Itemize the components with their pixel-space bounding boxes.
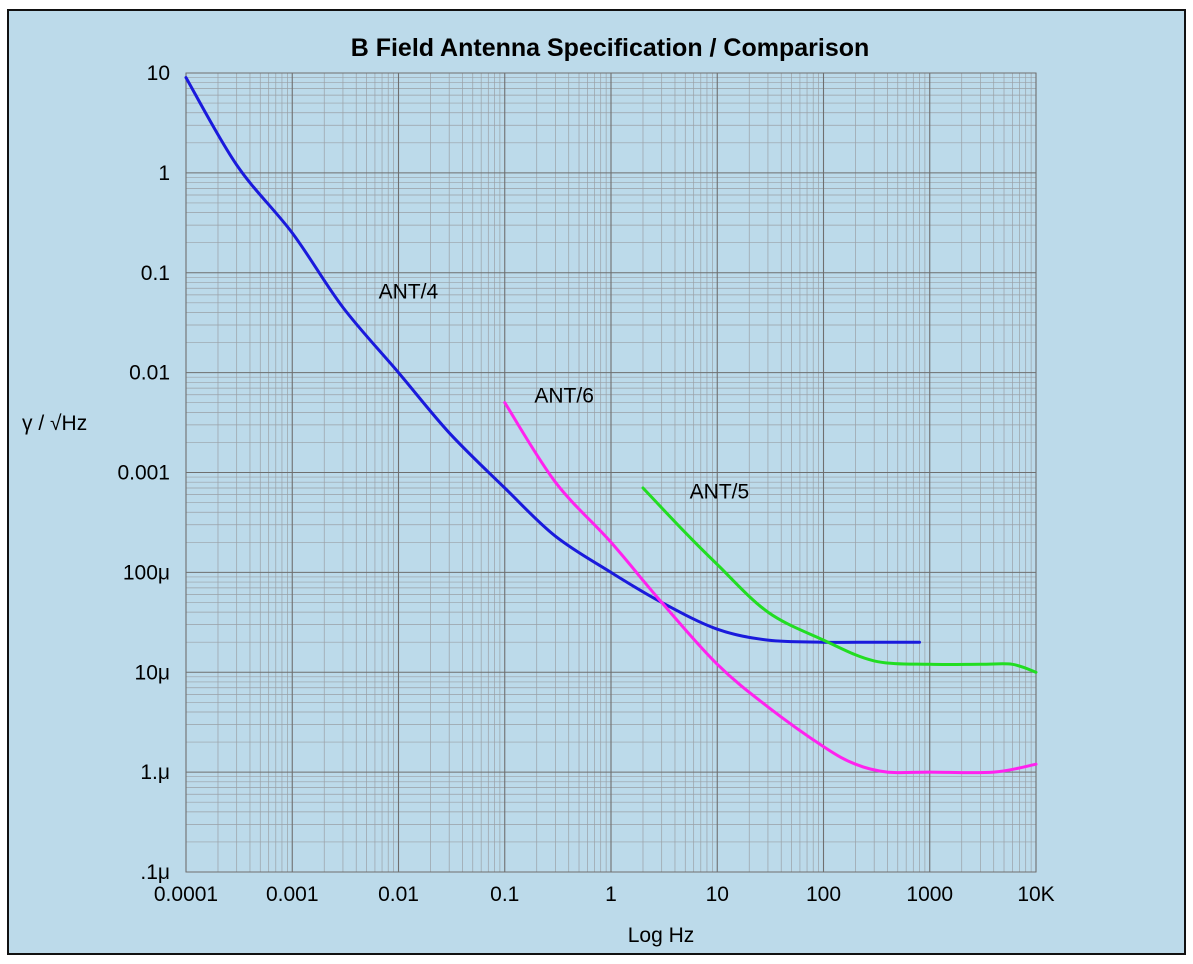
series-line-ant-6 bbox=[503, 401, 1038, 775]
chart-frame: B Field Antenna Specification / Comparis… bbox=[7, 9, 1186, 955]
x-tick-label: 100 bbox=[806, 883, 841, 906]
x-tick-label: 1000 bbox=[906, 883, 953, 906]
y-tick-label: 0.1 bbox=[141, 262, 170, 285]
series-annotation: ANT/4 bbox=[379, 281, 439, 304]
x-tick-label: 10K bbox=[1017, 883, 1054, 906]
x-tick-label: 0.001 bbox=[266, 883, 319, 906]
x-axis-label: Log Hz bbox=[628, 924, 695, 947]
chart-title: B Field Antenna Specification / Comparis… bbox=[351, 34, 870, 62]
x-tick-label: 0.01 bbox=[378, 883, 419, 906]
y-tick-label: 0.001 bbox=[117, 462, 170, 485]
y-tick-label: 10μ bbox=[135, 661, 170, 684]
x-tick-label: 10 bbox=[706, 883, 729, 906]
y-tick-label: 1 bbox=[158, 162, 170, 185]
x-tick-label: 1 bbox=[605, 883, 617, 906]
x-tick-label: 0.0001 bbox=[154, 883, 218, 906]
y-axis-label: γ / √Hz bbox=[22, 412, 87, 435]
y-tick-label: 1.μ bbox=[140, 761, 170, 784]
y-tick-label: 100μ bbox=[123, 561, 170, 584]
plot-border bbox=[185, 72, 1037, 873]
series-annotation: ANT/6 bbox=[534, 385, 594, 408]
x-tick-label: 0.1 bbox=[490, 883, 519, 906]
chart-svg: B Field Antenna Specification / Comparis… bbox=[22, 34, 1055, 947]
major-grid bbox=[185, 72, 1037, 873]
series-line-ant-4 bbox=[184, 76, 921, 644]
series-annotation: ANT/5 bbox=[690, 480, 750, 503]
x-tick-labels: 0.0001 0.001 0.01 0.1 1 10 100 1000 10K bbox=[154, 883, 1055, 906]
series-layer bbox=[184, 76, 1038, 775]
y-tick-label: 10 bbox=[147, 62, 170, 85]
y-tick-label: 0.01 bbox=[129, 362, 170, 385]
series-line-ant-5 bbox=[641, 486, 1038, 674]
y-tick-labels: 10 1 0.1 0.01 0.001 100μ 10μ 1.μ .1μ bbox=[117, 62, 170, 884]
y-tick-label: .1μ bbox=[140, 861, 170, 884]
annotation-layer: ANT/4 ANT/6 ANT/5 bbox=[379, 281, 750, 504]
